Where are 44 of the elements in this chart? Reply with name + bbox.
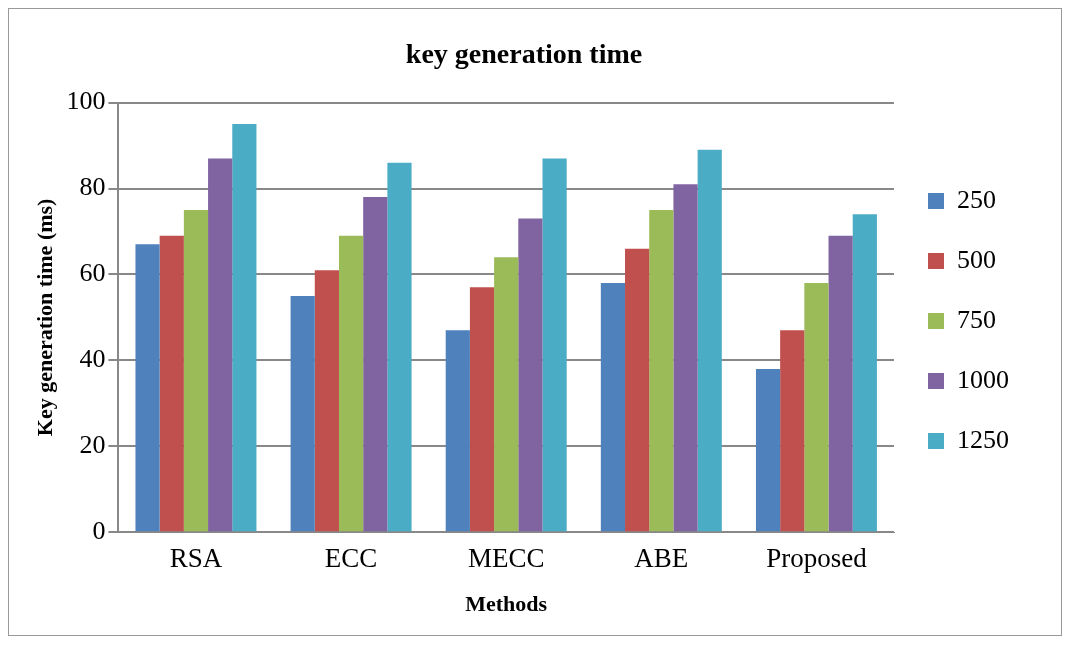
chart-title: key generation time [405, 38, 643, 70]
y-tick-label: 60 [79, 258, 106, 288]
bar [314, 270, 339, 532]
bar [208, 158, 233, 532]
y-tick-label: 80 [79, 172, 106, 202]
legend-label: 1000 [957, 364, 1009, 394]
x-tick-label: Proposed [766, 543, 868, 574]
bar [542, 158, 567, 532]
x-axis-title: Methods [465, 591, 548, 617]
y-tick-label: 100 [66, 86, 106, 116]
x-tick-label: RSA [169, 543, 223, 574]
bar [290, 295, 315, 532]
bar [625, 248, 650, 532]
bar [232, 124, 257, 532]
bar [183, 210, 209, 532]
bar [387, 162, 412, 532]
bar [673, 184, 698, 532]
bar [697, 149, 722, 532]
bar [469, 287, 495, 532]
legend-label: 750 [957, 304, 996, 334]
bar [852, 214, 877, 532]
x-tick-label: ECC [324, 543, 378, 574]
x-tick-label: ABE [634, 543, 689, 574]
y-tick-label: 0 [92, 516, 106, 546]
bar [600, 283, 626, 532]
x-tick-label: MECC [467, 543, 545, 574]
bar [338, 235, 364, 532]
bar [159, 235, 184, 532]
bar [828, 235, 853, 532]
y-tick-label: 20 [79, 430, 106, 460]
bar [494, 257, 519, 532]
bar [518, 218, 543, 532]
bar [780, 330, 805, 532]
bar [445, 330, 470, 532]
y-axis-title: Key generation time (ms) [31, 198, 57, 437]
y-tick-label: 40 [79, 344, 106, 374]
bar [649, 210, 674, 532]
bar [135, 244, 160, 532]
legend-label: 1250 [957, 424, 1009, 454]
legend-label: 250 [957, 184, 996, 214]
bar [755, 368, 781, 532]
bar [363, 197, 388, 532]
legend-label: 500 [957, 244, 996, 274]
bar [804, 283, 829, 532]
